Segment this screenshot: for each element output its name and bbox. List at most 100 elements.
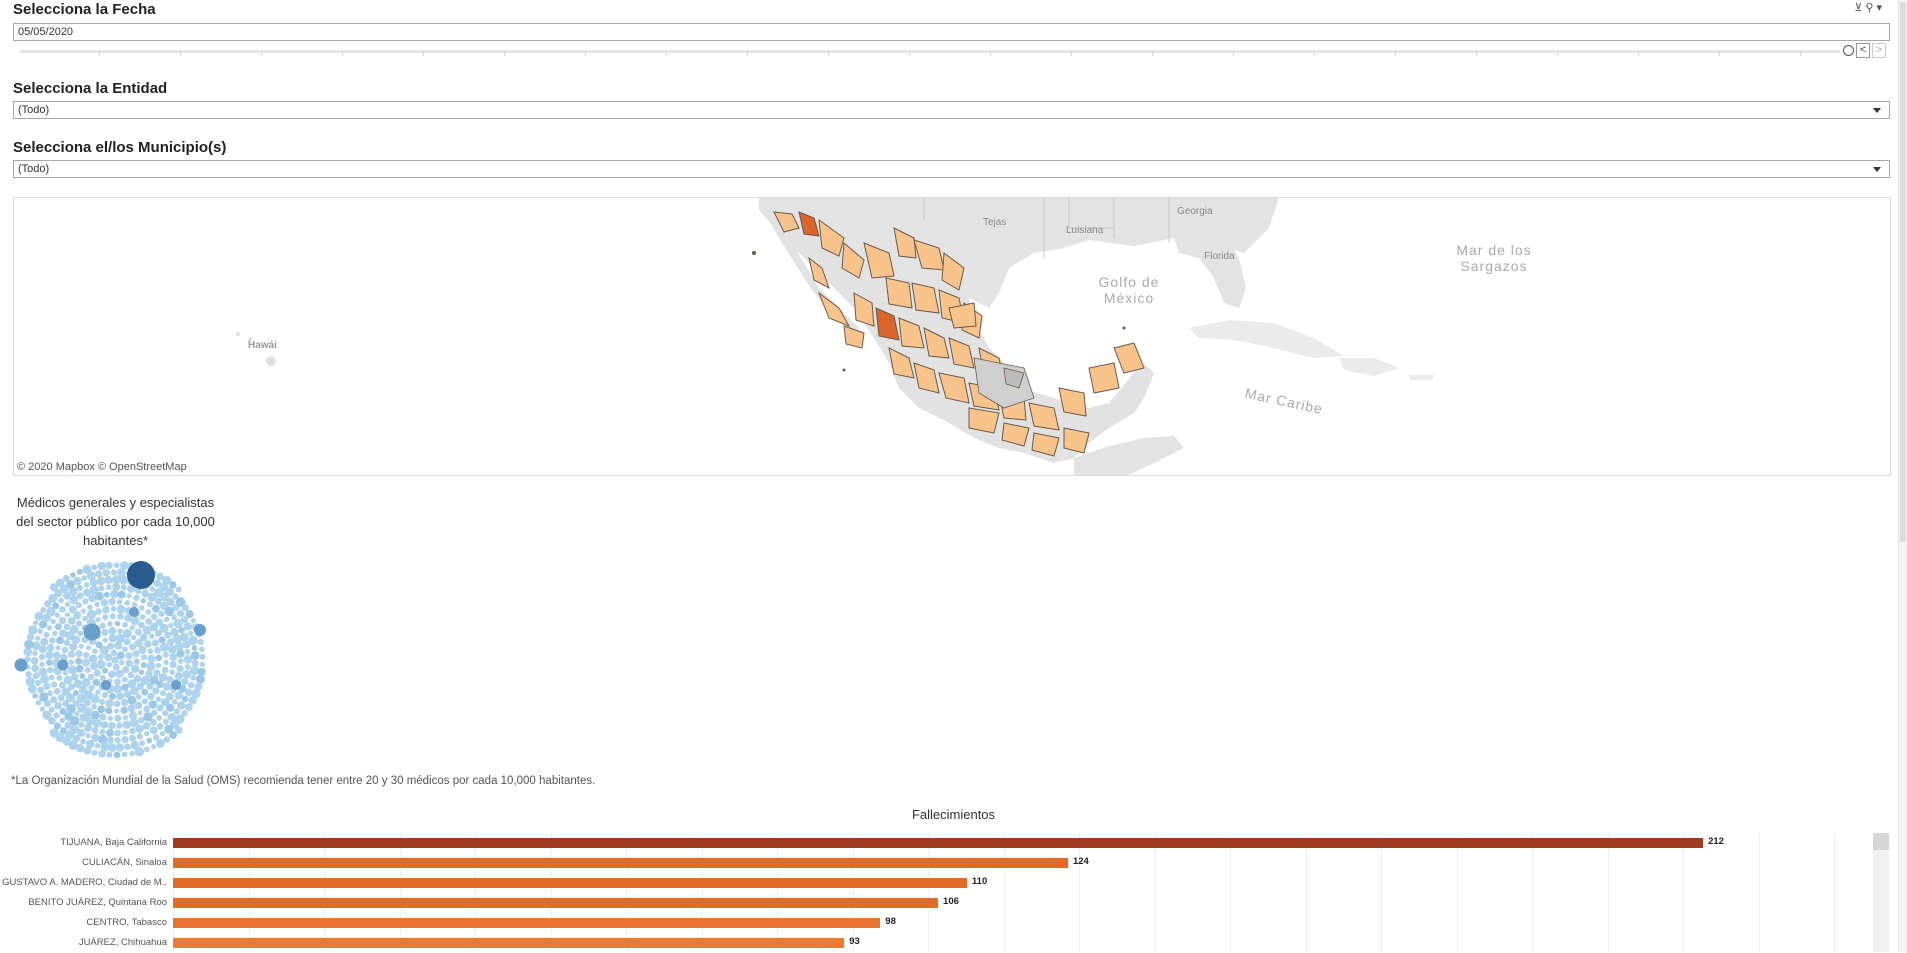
municipality-bubble[interactable] bbox=[172, 603, 180, 612]
municipality-bubble[interactable] bbox=[106, 728, 114, 737]
municipality-bubble[interactable] bbox=[134, 701, 143, 710]
municipality-bubble[interactable] bbox=[110, 606, 117, 612]
municipality-bubble[interactable] bbox=[84, 723, 93, 732]
municipality-bubble[interactable] bbox=[74, 710, 80, 717]
municipality-bubble[interactable] bbox=[58, 616, 67, 625]
municipality-bubble[interactable] bbox=[116, 722, 123, 729]
bar[interactable] bbox=[173, 858, 1068, 868]
municipality-bubble[interactable] bbox=[165, 692, 174, 701]
bar[interactable] bbox=[173, 938, 845, 948]
municipality-bubble[interactable] bbox=[90, 694, 100, 704]
municipality-bubble[interactable] bbox=[158, 672, 168, 682]
municipality-bubble[interactable] bbox=[138, 605, 145, 611]
municipality-bubble[interactable] bbox=[66, 704, 76, 714]
municipality-bubble[interactable] bbox=[127, 584, 136, 593]
municipality-bubble[interactable] bbox=[37, 686, 45, 694]
municipality-bubble[interactable] bbox=[64, 712, 74, 721]
municipality-bubble[interactable] bbox=[25, 671, 32, 678]
municipality-bubble[interactable] bbox=[35, 699, 42, 706]
municipality-bubble[interactable] bbox=[177, 658, 184, 665]
bar-chart-scrollbar[interactable] bbox=[1873, 833, 1889, 952]
municipality-bubble[interactable] bbox=[175, 586, 182, 593]
municipality-bubble[interactable] bbox=[173, 618, 183, 629]
chevron-down-icon[interactable] bbox=[1873, 108, 1881, 113]
municipality-bubble[interactable] bbox=[184, 664, 191, 670]
municipality-bubble[interactable] bbox=[31, 664, 39, 673]
municipality-bubble[interactable] bbox=[127, 679, 137, 689]
municipality-bubble[interactable] bbox=[140, 675, 150, 685]
municipality-bubble[interactable] bbox=[100, 721, 109, 729]
municipality-bubble[interactable] bbox=[100, 598, 109, 607]
municipality-bubble[interactable] bbox=[46, 666, 54, 674]
municipality-bubble[interactable] bbox=[107, 621, 113, 627]
municipality-bubble[interactable] bbox=[152, 604, 160, 613]
municipality-bubble[interactable] bbox=[101, 691, 109, 699]
municipality-bubble[interactable] bbox=[64, 721, 72, 729]
municipality-bubble[interactable] bbox=[188, 696, 197, 705]
municipality-bubble[interactable] bbox=[102, 614, 109, 621]
municipality-bubble[interactable] bbox=[128, 711, 138, 720]
municipality-bubble[interactable] bbox=[75, 664, 84, 673]
municipality-bubble[interactable] bbox=[122, 729, 128, 736]
municipality-bubble[interactable] bbox=[180, 616, 189, 624]
municipality-bubble[interactable] bbox=[151, 639, 160, 647]
municipality-bubble[interactable] bbox=[92, 648, 98, 655]
municipality-bubble[interactable] bbox=[68, 586, 78, 596]
bar[interactable] bbox=[173, 898, 939, 908]
municipality-bubble[interactable] bbox=[99, 622, 106, 629]
municipality-bubble[interactable] bbox=[96, 659, 106, 670]
municipality-bubble[interactable] bbox=[195, 674, 205, 684]
municipality-bubble[interactable] bbox=[140, 661, 147, 668]
municipality-bubble[interactable] bbox=[78, 643, 84, 649]
municipality-bubble[interactable] bbox=[162, 718, 170, 726]
municipality-bubble[interactable] bbox=[75, 602, 82, 609]
municipality-bubble[interactable] bbox=[54, 701, 63, 710]
municipality-bubble[interactable] bbox=[105, 707, 113, 715]
municipality-bubble[interactable] bbox=[133, 674, 142, 683]
municipality-bubble[interactable] bbox=[57, 694, 65, 702]
municipality-bubble[interactable] bbox=[91, 703, 97, 710]
municipality-bubble[interactable] bbox=[46, 659, 53, 666]
bar[interactable] bbox=[173, 918, 881, 928]
municipality-bubble[interactable] bbox=[140, 654, 148, 661]
municipality-bubble[interactable] bbox=[95, 616, 101, 623]
municipality-bubble[interactable] bbox=[78, 685, 87, 694]
municipality-bubble[interactable] bbox=[38, 645, 47, 654]
municipality-bubble[interactable] bbox=[136, 682, 145, 690]
municipality-bubble[interactable] bbox=[107, 642, 115, 650]
municipality-bubble[interactable] bbox=[46, 606, 56, 617]
municipality-bubble[interactable] bbox=[46, 643, 55, 652]
municipality-bubble[interactable] bbox=[50, 681, 58, 688]
municipality-bubble[interactable] bbox=[169, 669, 175, 676]
municipality-bubble[interactable] bbox=[150, 709, 158, 716]
municipality-bubble[interactable] bbox=[106, 736, 114, 744]
municipality-bubble[interactable] bbox=[158, 610, 165, 617]
municipality-bubble[interactable] bbox=[169, 581, 177, 589]
municipality-bubble[interactable] bbox=[143, 705, 151, 713]
map-canvas[interactable] bbox=[14, 198, 1891, 476]
municipality-bubble[interactable] bbox=[181, 677, 189, 686]
municipality-bubble[interactable] bbox=[81, 678, 91, 687]
filter-clear-icon[interactable]: ⊻ bbox=[1854, 2, 1866, 14]
municipality-bubble[interactable] bbox=[34, 635, 41, 642]
municipality-bubble[interactable] bbox=[143, 712, 153, 722]
municipality-bubble[interactable] bbox=[194, 682, 203, 691]
municipality-bubble[interactable] bbox=[181, 710, 188, 717]
municipality-bubble[interactable] bbox=[141, 589, 150, 598]
municipality-bubble[interactable] bbox=[88, 654, 98, 663]
municipality-bubble[interactable] bbox=[83, 651, 90, 659]
municipality-bubble[interactable] bbox=[144, 640, 152, 648]
municipality-bubble[interactable] bbox=[163, 659, 169, 666]
municipality-bubble[interactable] bbox=[108, 597, 116, 606]
municipality-bubble[interactable] bbox=[106, 584, 112, 591]
municipality-bubble[interactable] bbox=[128, 734, 137, 742]
municipality-bubble[interactable] bbox=[98, 585, 105, 592]
municipality-bubble[interactable] bbox=[82, 615, 88, 622]
municipality-bubble[interactable] bbox=[199, 653, 206, 660]
municipality-bubble[interactable] bbox=[48, 637, 56, 644]
municipality-bubble[interactable] bbox=[53, 722, 61, 730]
municipality-bubble[interactable] bbox=[108, 721, 116, 730]
municipality-bubble[interactable] bbox=[164, 606, 175, 617]
municipality-bubble[interactable] bbox=[145, 670, 153, 678]
bar-row[interactable]: CENTRO, Tabasco 98 bbox=[0, 913, 1907, 933]
